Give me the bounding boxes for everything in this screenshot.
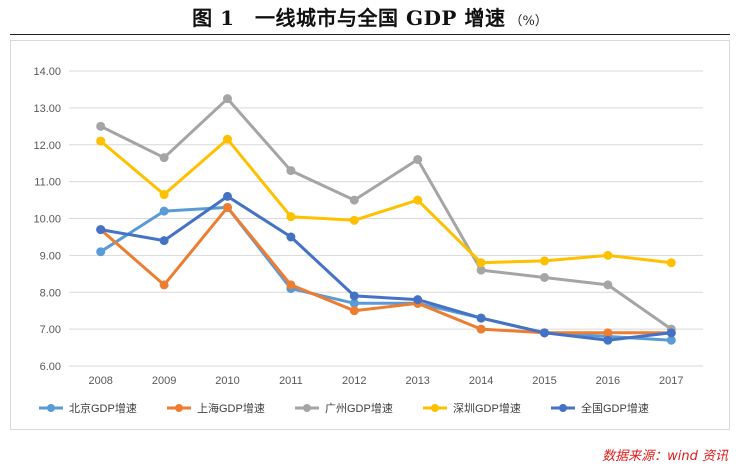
data-point <box>349 215 359 225</box>
data-point <box>223 191 232 201</box>
x-tick-label: 2016 <box>596 375 620 387</box>
figure-title: 图 1 一线城市与全国 GDP 增速 <box>192 6 506 30</box>
data-point <box>159 190 169 200</box>
legend-swatch-marker <box>431 404 439 412</box>
y-tick-label: 14.00 <box>33 66 61 78</box>
y-tick-label: 8.00 <box>40 287 61 299</box>
y-tick-label: 7.00 <box>40 324 61 336</box>
data-point <box>540 256 549 266</box>
data-point <box>286 232 296 242</box>
data-point <box>666 335 676 345</box>
x-tick-label: 2012 <box>342 375 366 387</box>
legend-swatch-marker <box>559 404 567 412</box>
y-tick-label: 13.00 <box>33 103 61 115</box>
x-tick-label: 2010 <box>215 375 239 387</box>
data-point <box>413 195 423 205</box>
x-tick-label: 2013 <box>405 375 429 387</box>
data-point <box>476 265 486 275</box>
data-point <box>349 195 359 205</box>
data-point <box>603 280 613 290</box>
data-point <box>476 313 486 323</box>
legend-label: 上海GDP增速 <box>197 401 265 415</box>
data-point <box>603 335 613 345</box>
line-chart: 6.00 7.00 8.00 9.00 10.00 11.00 12.00 13.00 14.0… <box>33 66 703 415</box>
data-point <box>159 236 169 246</box>
data-point <box>349 291 359 301</box>
data-point <box>223 202 232 212</box>
x-tick-label: 2014 <box>469 375 493 387</box>
data-point <box>413 295 423 305</box>
y-tick-label: 9.00 <box>40 250 61 262</box>
data-point <box>159 153 169 163</box>
data-point <box>476 258 486 268</box>
y-tick-label: 6.00 <box>40 361 61 373</box>
legend-label: 全国GDP增速 <box>581 401 649 415</box>
series-line <box>99 205 673 342</box>
data-point <box>349 306 359 316</box>
legend-swatch-marker <box>47 404 55 412</box>
data-point <box>603 328 613 338</box>
figure-header: 图 1 一线城市与全国 GDP 增速 （%） <box>0 2 740 32</box>
legend-label: 深圳GDP增速 <box>453 401 521 415</box>
data-point <box>286 212 296 222</box>
data-point <box>540 273 549 282</box>
data-point <box>223 94 232 104</box>
figure-unit: （%） <box>509 14 548 29</box>
data-point <box>96 121 106 131</box>
series-line <box>99 205 673 335</box>
y-tick-label: 11.00 <box>34 177 61 189</box>
x-tick-label: 2009 <box>152 375 176 387</box>
data-point <box>159 206 169 216</box>
title-divider <box>10 34 730 35</box>
data-point <box>603 250 613 260</box>
data-point <box>96 247 106 257</box>
x-tick-label: 2015 <box>532 375 556 387</box>
data-point <box>666 258 676 268</box>
legend-label: 广州GDP增速 <box>325 401 393 415</box>
data-point <box>349 298 359 308</box>
chart-area: 6.00 7.00 8.00 9.00 10.00 11.00 12.00 13.00 14.0… <box>10 40 730 430</box>
data-point <box>96 136 106 146</box>
data-point <box>476 324 486 334</box>
series-line <box>99 97 673 331</box>
y-tick-label: 12.00 <box>33 140 61 152</box>
data-point <box>413 155 423 164</box>
data-point <box>666 328 676 338</box>
x-tick-label: 2017 <box>659 375 683 387</box>
legend-label: 北京GDP增速 <box>69 401 137 415</box>
y-tick-label: 10.00 <box>33 214 61 226</box>
data-point <box>286 280 296 290</box>
series-line <box>99 137 673 265</box>
x-tick-label: 2011 <box>279 375 303 387</box>
x-tick-label: 2008 <box>88 375 112 387</box>
data-point <box>159 280 169 290</box>
legend-swatch-marker <box>303 404 311 412</box>
series-line <box>99 194 673 342</box>
data-point <box>223 134 232 144</box>
data-point <box>540 328 549 338</box>
data-point <box>96 225 106 235</box>
data-source: 数据来源：wind 资讯 <box>602 449 728 464</box>
data-point <box>286 166 296 176</box>
legend-swatch-marker <box>175 404 183 412</box>
